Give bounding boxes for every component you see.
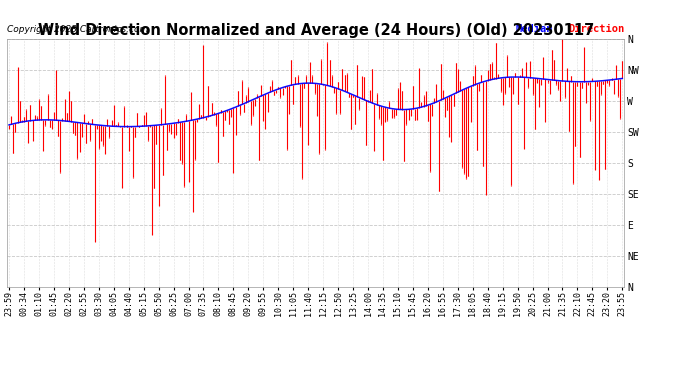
- Text: Copyright 2023 Cartronics.com: Copyright 2023 Cartronics.com: [7, 26, 148, 34]
- Text: Direction: Direction: [568, 24, 624, 34]
- Text: Median: Median: [516, 24, 553, 34]
- Title: Wind Direction Normalized and Average (24 Hours) (Old) 20230117: Wind Direction Normalized and Average (2…: [37, 23, 594, 38]
